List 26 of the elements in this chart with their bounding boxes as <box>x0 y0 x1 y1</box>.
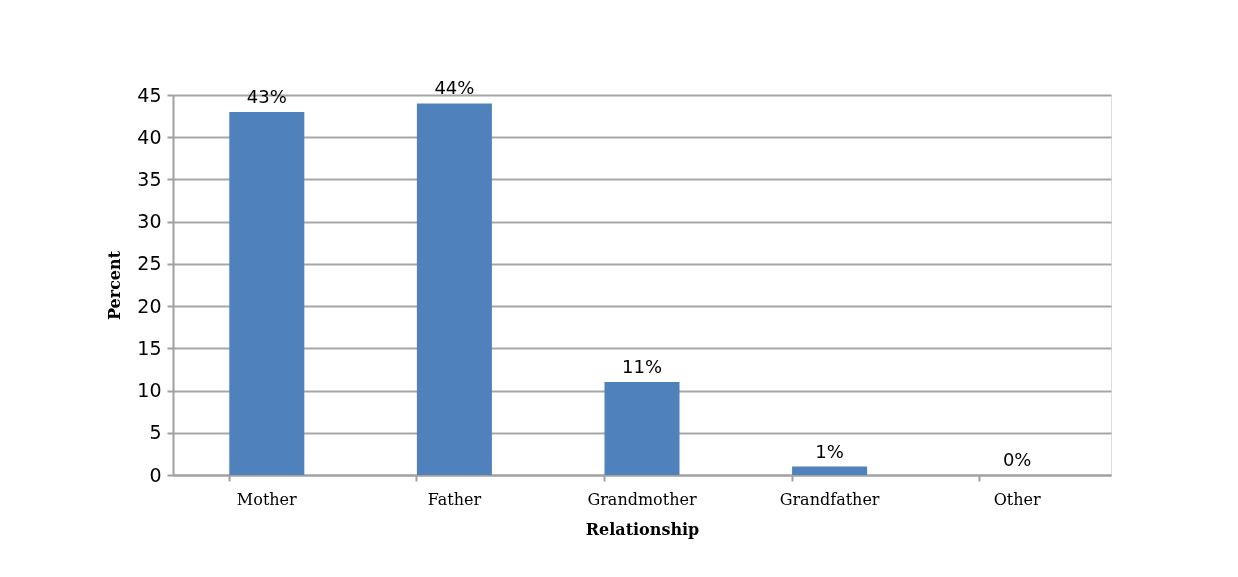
x-tick-label: Other <box>993 489 1042 509</box>
y-tick-label: 35 <box>137 167 162 190</box>
y-axis-title: Percent <box>105 250 125 321</box>
y-tick-label: 25 <box>137 252 162 275</box>
x-tick-label: Grandfather <box>779 489 880 509</box>
y-tick-label: 0 <box>149 463 162 486</box>
data-label: 43% <box>246 85 287 107</box>
y-tick-label: 15 <box>137 336 162 359</box>
y-tick-label: 10 <box>137 379 162 402</box>
y-tick-label: 20 <box>137 294 162 317</box>
x-tick-label: Grandmother <box>587 489 697 509</box>
x-axis-title: Relationship <box>585 519 700 539</box>
y-tick-label: 5 <box>149 421 162 444</box>
x-tick-label: Mother <box>236 489 298 509</box>
y-tick-label: 45 <box>137 83 162 106</box>
data-label: 44% <box>434 77 475 99</box>
bar <box>604 382 680 475</box>
x-tick-label: Father <box>427 489 482 509</box>
bar <box>229 111 305 475</box>
data-label: 1% <box>815 440 844 462</box>
data-label: 11% <box>621 356 663 378</box>
y-tick-label: 40 <box>137 125 162 148</box>
bar <box>416 103 492 475</box>
y-tick-label: 30 <box>137 210 162 233</box>
bar <box>792 466 868 475</box>
data-label: 0% <box>1002 449 1032 470</box>
